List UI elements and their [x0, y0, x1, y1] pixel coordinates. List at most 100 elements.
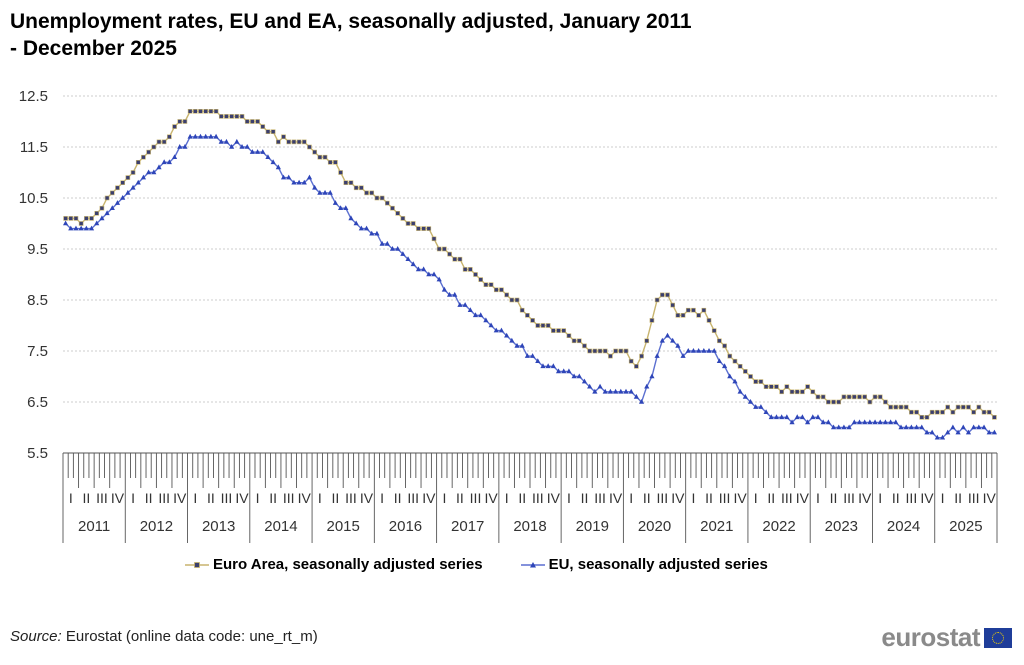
series-line-euro-area: [65, 110, 995, 418]
data-point-euro-area: [711, 328, 717, 333]
data-point-euro-area: [883, 399, 888, 405]
data-point-eu: [177, 144, 183, 149]
data-point-eu: [291, 179, 297, 185]
data-point-euro-area: [551, 328, 556, 333]
data-point-euro-area: [613, 348, 618, 354]
data-point-euro-area: [805, 384, 810, 390]
data-point-euro-area: [229, 114, 234, 119]
x-axis: I II III IV I II III IV I II III IV I II III IV I II III IV…: [62, 452, 998, 543]
x-quarter-label: IV: [609, 490, 623, 506]
data-point-eu: [613, 388, 619, 394]
data-point-euro-area: [213, 109, 219, 114]
x-quarter-label: IV: [360, 490, 374, 506]
data-point-eu: [504, 332, 510, 338]
x-quarter-label: IV: [671, 490, 685, 506]
data-point-eu: [218, 138, 224, 144]
x-quarter-label: IV: [298, 490, 312, 506]
data-point-euro-area: [935, 409, 940, 415]
data-point-eu: [426, 271, 432, 277]
data-point-euro-area: [203, 109, 208, 114]
x-quarter-label: II: [581, 490, 589, 506]
x-quarter-label: I: [629, 490, 633, 506]
data-point-eu: [696, 348, 702, 353]
x-year-label: 2021: [700, 518, 733, 535]
data-point-euro-area: [826, 399, 831, 405]
data-point-eu: [638, 399, 645, 404]
data-point-eu: [239, 144, 245, 149]
data-point-eu: [213, 133, 219, 139]
data-point-euro-area: [950, 409, 956, 415]
data-point-euro-area: [374, 195, 380, 201]
data-point-eu: [566, 368, 572, 374]
x-quarter-label: II: [954, 490, 962, 506]
data-point-eu: [888, 419, 894, 425]
data-point-euro-area: [639, 353, 644, 359]
x-quarter-label: II: [332, 490, 340, 506]
data-point-eu: [83, 225, 89, 231]
data-point-euro-area: [634, 363, 639, 369]
data-point-eu: [62, 220, 69, 226]
legend-item-euro-area[interactable]: Euro Area, seasonally adjusted series: [185, 556, 483, 573]
x-quarter-label: I: [505, 490, 509, 506]
data-point-euro-area: [84, 216, 89, 221]
data-point-eu: [779, 414, 785, 420]
data-point-euro-area: [727, 353, 733, 359]
data-point-euro-area: [893, 404, 899, 410]
data-point-euro-area: [478, 277, 484, 282]
data-point-euro-area: [193, 109, 198, 114]
data-point-eu: [498, 327, 505, 333]
y-tick-label: 10.5: [19, 190, 48, 207]
x-quarter-label: IV: [111, 490, 125, 506]
data-point-eu: [104, 210, 110, 216]
source-text: Eurostat (online data code: une_rt_m): [61, 628, 318, 645]
x-quarter-label: I: [380, 490, 384, 506]
data-point-eu: [146, 169, 152, 175]
data-point-eu: [203, 133, 209, 139]
data-point-eu: [945, 429, 951, 435]
x-year-label: 2011: [78, 518, 110, 535]
x-quarter-label: III: [158, 490, 170, 506]
data-point-eu: [125, 189, 131, 195]
data-point-eu: [773, 414, 780, 420]
data-point-euro-area: [670, 302, 675, 308]
data-point-euro-area: [462, 267, 468, 272]
data-point-euro-area: [431, 236, 437, 242]
data-point-euro-area: [68, 216, 74, 221]
data-point-eu: [234, 138, 240, 144]
data-point-euro-area: [130, 170, 136, 175]
data-point-eu: [493, 327, 499, 333]
data-point-eu: [120, 195, 126, 200]
data-point-euro-area: [104, 195, 110, 201]
data-point-euro-area: [971, 409, 976, 415]
data-point-euro-area: [768, 384, 774, 390]
data-point-euro-area: [483, 282, 489, 288]
data-point-euro-area: [281, 134, 286, 140]
x-quarter-label: II: [892, 490, 900, 506]
data-point-eu: [628, 388, 634, 394]
data-point-eu: [400, 251, 406, 256]
data-point-eu: [680, 353, 686, 358]
data-point-eu: [955, 429, 961, 435]
data-point-euro-area: [333, 160, 338, 165]
data-point-eu: [114, 200, 121, 205]
data-point-euro-area: [146, 149, 151, 155]
x-quarter-label: I: [256, 490, 260, 506]
data-point-eu: [950, 424, 956, 430]
data-point-euro-area: [784, 384, 790, 390]
x-quarter-label: III: [656, 490, 668, 506]
line-chart: 12.511.510.59.58.57.56.55.5 I II III IV I II I…: [19, 88, 998, 543]
data-point-eu: [374, 230, 380, 236]
data-point-euro-area: [369, 190, 375, 196]
legend-swatch-eu: [520, 561, 545, 567]
data-point-eu: [229, 144, 235, 149]
data-point-eu: [249, 149, 255, 154]
series-group: [62, 109, 998, 440]
legend-label-euro-area: Euro Area, seasonally adjusted series: [213, 556, 483, 573]
data-point-euro-area: [244, 119, 250, 124]
legend-item-eu[interactable]: EU, seasonally adjusted series: [520, 556, 768, 573]
data-point-eu: [431, 271, 437, 277]
data-point-euro-area: [732, 358, 738, 364]
data-point-euro-area: [924, 414, 930, 420]
data-point-euro-area: [758, 379, 764, 384]
x-year-label: 2024: [887, 518, 920, 535]
